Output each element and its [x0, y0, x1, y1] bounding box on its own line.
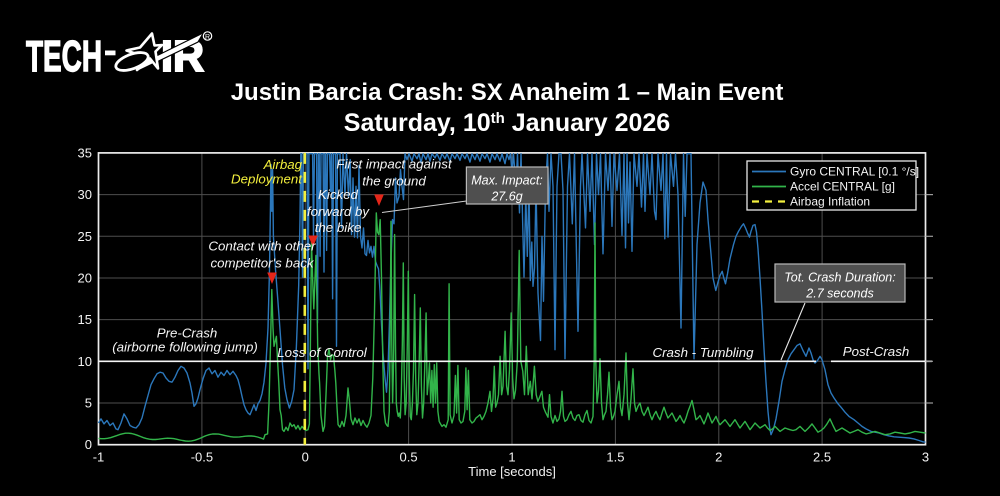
svg-text:0: 0 [302, 450, 309, 465]
svg-text:Pre-Crash: Pre-Crash [157, 326, 218, 341]
svg-text:(airborne following jump): (airborne following jump) [112, 340, 258, 355]
svg-text:Time [seconds]: Time [seconds] [468, 464, 556, 479]
svg-text:2.7 seconds: 2.7 seconds [805, 287, 873, 301]
svg-text:-1: -1 [93, 450, 105, 465]
svg-text:Airbag: Airbag [263, 157, 303, 172]
svg-text:the ground: the ground [362, 174, 426, 189]
svg-text:Saturday, 10th January 2026: Saturday, 10th January 2026 [344, 109, 670, 137]
svg-text:-0.5: -0.5 [191, 450, 213, 465]
svg-text:15: 15 [78, 312, 92, 327]
svg-text:35: 35 [78, 145, 92, 160]
svg-text:1.5: 1.5 [606, 450, 624, 465]
svg-text:0.5: 0.5 [400, 450, 418, 465]
svg-text:0: 0 [85, 437, 92, 452]
svg-text:R: R [205, 34, 210, 41]
svg-text:TECH: TECH [26, 32, 102, 81]
svg-text:2.5: 2.5 [813, 450, 831, 465]
svg-text:Crash - Tumbling: Crash - Tumbling [653, 345, 755, 360]
svg-text:30: 30 [78, 187, 92, 202]
svg-text:Accel CENTRAL [g]: Accel CENTRAL [g] [790, 180, 895, 194]
svg-text:2: 2 [715, 450, 722, 465]
svg-text:Loss of Control: Loss of Control [277, 345, 367, 360]
svg-text:the bike: the bike [315, 220, 362, 235]
svg-text:competitor's back: competitor's back [210, 256, 314, 271]
svg-text:3: 3 [922, 450, 929, 465]
svg-text:Post-Crash: Post-Crash [843, 344, 910, 359]
svg-text:First impact against: First impact against [336, 157, 453, 172]
svg-text:Max. Impact:: Max. Impact: [471, 174, 543, 188]
svg-text:5: 5 [85, 396, 92, 411]
svg-text:Airbag Inflation: Airbag Inflation [790, 195, 870, 209]
svg-text:25: 25 [78, 229, 92, 244]
svg-text:20: 20 [78, 271, 92, 286]
svg-text:10: 10 [78, 354, 92, 369]
svg-text:Deployment: Deployment [231, 172, 303, 187]
svg-text:27.6g: 27.6g [490, 190, 522, 204]
svg-text:1: 1 [508, 450, 515, 465]
svg-text:Justin Barcia Crash: SX Anahei: Justin Barcia Crash: SX Anaheim 1 – Main… [231, 79, 784, 106]
svg-text:Contact with other: Contact with other [208, 239, 316, 254]
svg-text:forward by: forward by [307, 204, 370, 219]
svg-text:Kicked: Kicked [318, 187, 359, 202]
svg-text:Tot. Crash Duration:: Tot. Crash Duration: [784, 271, 895, 285]
svg-text:Gyro CENTRAL [0.1 °/s]: Gyro CENTRAL [0.1 °/s] [790, 165, 919, 179]
